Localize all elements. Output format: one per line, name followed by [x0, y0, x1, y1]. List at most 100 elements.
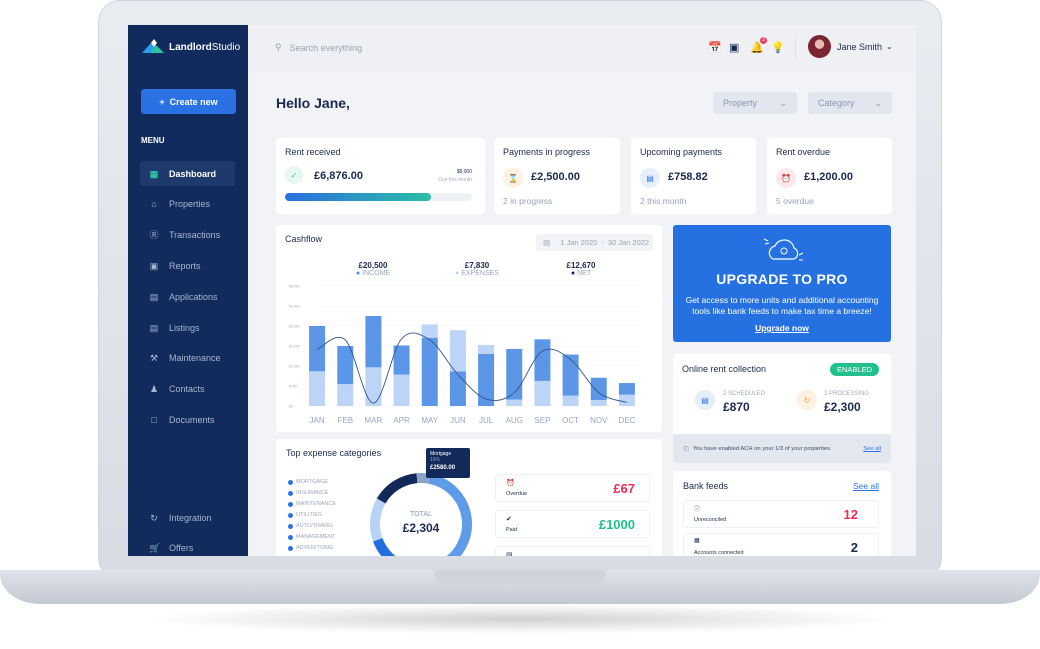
- bank-feed-row[interactable]: ⓘ Unreconciled 12: [683, 500, 879, 528]
- hourglass-icon: ⌛: [503, 168, 523, 188]
- sidebar-item-maintenance[interactable]: ⚒ Maintenance: [140, 346, 235, 371]
- card-amount: £6,876.00: [314, 170, 363, 182]
- card-title: Payments in progress: [503, 147, 591, 157]
- chevron-down-icon[interactable]: ⌄: [886, 42, 893, 51]
- sidebar-item-applications[interactable]: ▤ Applications: [140, 284, 235, 309]
- legend-dot: ●: [455, 270, 460, 277]
- y-tick-label: $2,250: [289, 345, 300, 349]
- row-value: £1000: [598, 517, 635, 532]
- upgrade-banner: UPGRADE TO PRO Get access to more units …: [673, 225, 891, 342]
- bar-income-may: [421, 337, 438, 406]
- bell-icon[interactable]: 🔔: [750, 42, 764, 54]
- x-tick-label: OCT: [562, 416, 579, 425]
- alarm-icon: ⏰: [506, 480, 515, 487]
- check-circle-icon: ✔: [506, 516, 512, 523]
- card-title: Rent received: [285, 147, 341, 157]
- date-range-picker[interactable]: ▤ 1 Jan 2020-30 Jan 2022: [536, 234, 653, 251]
- expense-summary-row: ✔ Paid £1000: [495, 510, 650, 538]
- app-screen: Landlord Studio + Create new MENU ▦ Dashbo…: [128, 25, 916, 556]
- x-tick-label: JUL: [479, 416, 494, 425]
- lightbulb-icon[interactable]: 💡: [771, 42, 785, 54]
- row-label: Accounts connected: [694, 550, 744, 556]
- bank-feed-row[interactable]: ▦ Accounts connected 2: [683, 533, 879, 556]
- online-rent-card: Online rent collection ENABLED ▤ 2 SCHED…: [673, 354, 891, 463]
- bar-expenses-oct: [562, 395, 579, 406]
- legend-label: MORTGAGE: [296, 479, 328, 485]
- home-icon: ⌂: [151, 199, 157, 210]
- info-icon: ⓘ: [683, 447, 689, 453]
- legend-dot: [288, 490, 293, 496]
- donut-segment[interactable]: [370, 498, 386, 542]
- bar-expenses-nov: [590, 400, 607, 406]
- category-select[interactable]: Category ⌄: [808, 92, 892, 114]
- calendar-icon[interactable]: 📅: [708, 42, 722, 54]
- cashflow-card: Cashflow ▤ 1 Jan 2020-30 Jan 2022 £20,50…: [276, 225, 662, 432]
- row-label: Overdue: [506, 491, 528, 497]
- donut-segment[interactable]: [376, 473, 418, 504]
- chat-icon[interactable]: ▣: [729, 42, 740, 54]
- legend-label: INSURANCE: [296, 490, 329, 496]
- avatar[interactable]: [808, 35, 831, 58]
- card-title: Rent overdue: [776, 147, 831, 157]
- legend-dot: [288, 512, 293, 518]
- tooltip-pct: 16%: [430, 457, 441, 463]
- card-amount: £1,200.00: [804, 171, 853, 183]
- see-all-link[interactable]: See all: [863, 445, 881, 452]
- stat-card: Payments in progress ⌛ £2,500.00 2 in progr…: [494, 138, 620, 214]
- donut-tooltip: Mortgage 16% £2580.00: [426, 448, 470, 478]
- legend-item: MAINTENANCE: [288, 501, 336, 507]
- dollar-icon: Ⓡ: [149, 230, 159, 241]
- total-value: £20,500: [358, 261, 388, 270]
- bar-expenses-may: [421, 324, 438, 338]
- y-tick-label: $750: [289, 385, 297, 389]
- calendar-icon: ▤: [695, 390, 715, 410]
- upgrade-now-link[interactable]: Upgrade now: [755, 323, 809, 333]
- alarm-icon: ⏰: [776, 168, 796, 188]
- notice-text: You have enabled ACH on your 1/3 of your…: [692, 445, 832, 452]
- user-name[interactable]: Jane Smith: [837, 42, 883, 52]
- bar-income-dec: [618, 383, 635, 395]
- sidebar-item-documents[interactable]: □ Documents: [140, 407, 235, 432]
- cashflow-total-income: £20,500 ● INCOME: [343, 261, 403, 277]
- donut-segment[interactable]: [427, 473, 472, 556]
- sidebar-item-contacts[interactable]: ♟ Contacts: [140, 377, 235, 402]
- calendar-icon: ▤: [506, 552, 513, 556]
- see-all-link[interactable]: See all: [853, 481, 879, 491]
- x-tick-label: FEB: [337, 416, 353, 425]
- chevron-down-icon: ⌄: [779, 97, 787, 108]
- cashflow-total-net: £12,670 ● NET: [551, 261, 611, 277]
- stat-card: Upcoming payments ▤ £758.82 2 this month: [631, 138, 756, 214]
- donut-segment[interactable]: [416, 473, 430, 484]
- bar-expenses-jan: [309, 371, 326, 406]
- sidebar-item-offers[interactable]: 🛒 Offers: [140, 535, 235, 556]
- property-select[interactable]: Property ⌄: [713, 92, 797, 114]
- x-tick-label: NOV: [590, 416, 608, 425]
- y-tick-label: $3,000: [289, 325, 300, 329]
- x-tick-label: AUG: [506, 416, 523, 425]
- wrench-icon: ⚒: [149, 353, 159, 364]
- x-tick-label: JAN: [310, 416, 325, 425]
- x-tick-label: MAY: [421, 416, 438, 425]
- laptop-notch: [434, 570, 606, 584]
- processing-amount: £2,300: [824, 400, 861, 414]
- sidebar-item-listings[interactable]: ▤ Listings: [140, 315, 235, 340]
- tooltip-amount: £2580.00: [430, 465, 456, 471]
- sidebar-item-integration[interactable]: ↻ Integration: [140, 505, 235, 530]
- legend-dot: ●: [570, 270, 576, 277]
- folder-icon: □: [151, 414, 157, 425]
- x-tick-label: MAR: [365, 416, 383, 425]
- legend-label: MANAGEMENT: [296, 534, 336, 540]
- sidebar-item-dashboard[interactable]: ▦ Dashboard: [140, 161, 235, 186]
- rent-progress-bar: [285, 193, 472, 201]
- page-title: Hello Jane,: [276, 95, 350, 111]
- sidebar-item-transactions[interactable]: Ⓡ Transactions: [140, 223, 235, 248]
- sidebar-item-reports[interactable]: ▣ Reports: [140, 253, 235, 278]
- brand-bold: Landlord: [169, 41, 212, 53]
- report-icon: ▣: [149, 260, 159, 271]
- create-new-button[interactable]: + Create new: [141, 89, 236, 114]
- donut-segment[interactable]: [373, 537, 405, 556]
- search-input[interactable]: ⚲ Search everything: [275, 42, 362, 53]
- y-tick-label: $1,500: [289, 365, 300, 369]
- sidebar-item-properties[interactable]: ⌂ Properties: [140, 192, 235, 217]
- sidebar-item-label: Contacts: [169, 384, 205, 395]
